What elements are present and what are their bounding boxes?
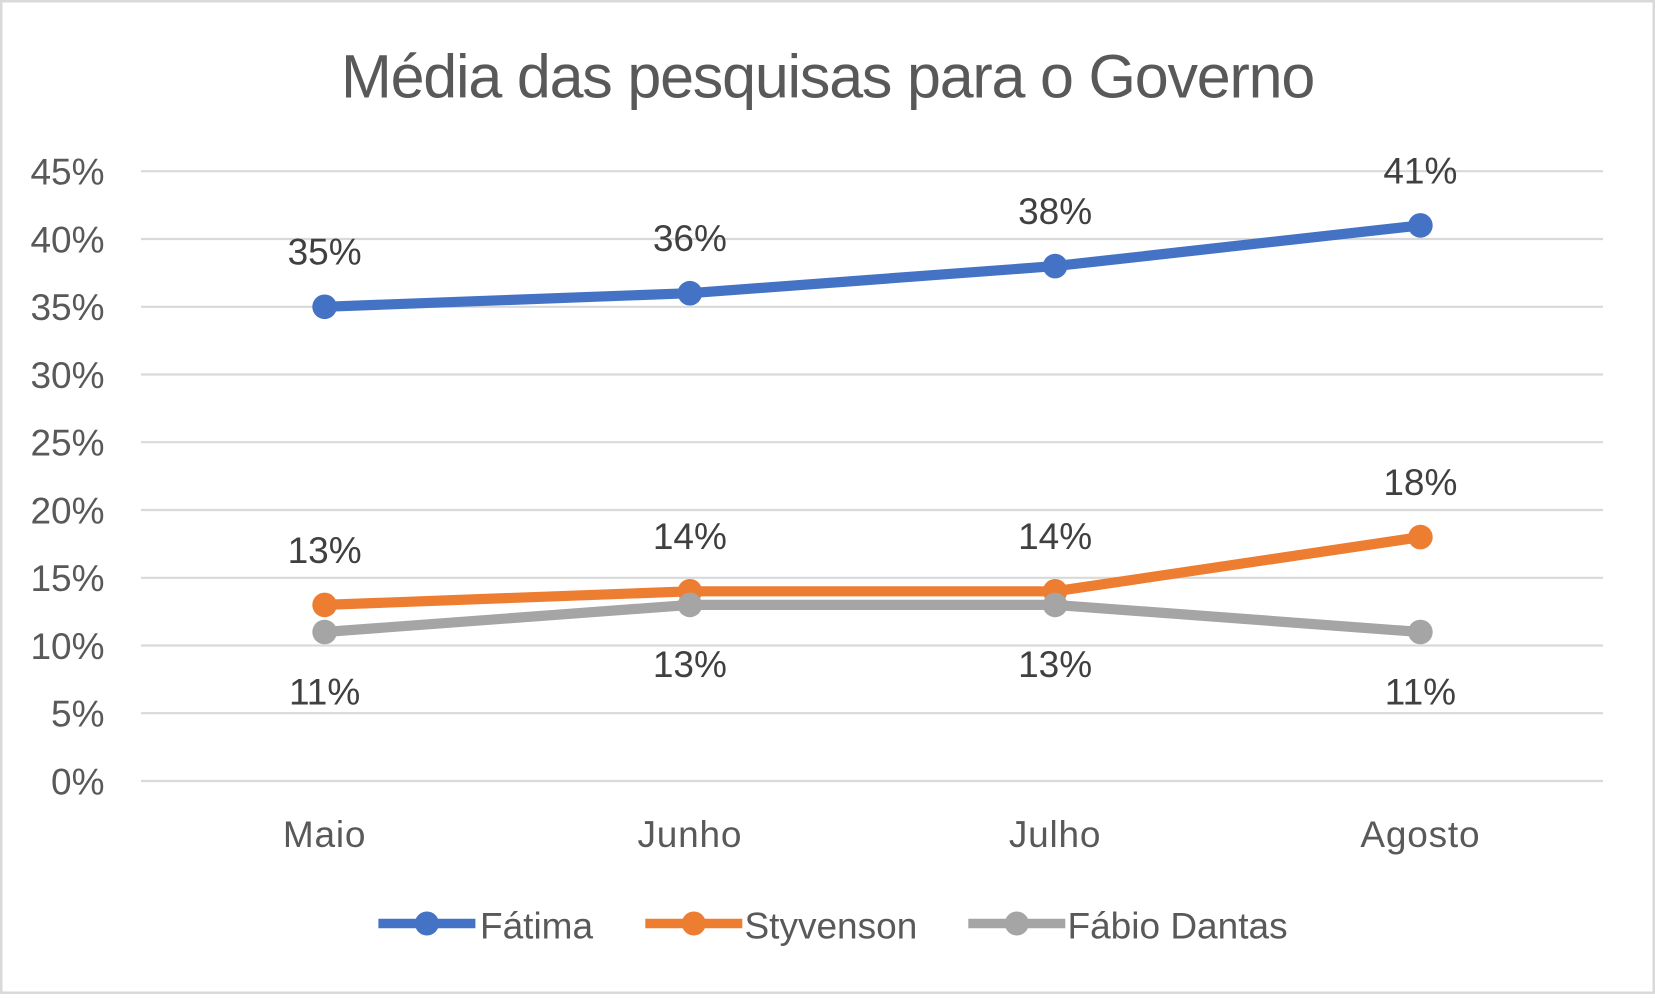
svg-text:40%: 40% bbox=[30, 219, 104, 260]
svg-text:Julho: Julho bbox=[1009, 814, 1101, 855]
svg-text:13%: 13% bbox=[288, 530, 362, 571]
svg-text:14%: 14% bbox=[1018, 516, 1092, 557]
svg-text:35%: 35% bbox=[288, 232, 362, 273]
svg-text:18%: 18% bbox=[1383, 462, 1457, 503]
svg-text:Styvenson: Styvenson bbox=[745, 906, 918, 947]
svg-text:Maio: Maio bbox=[283, 814, 366, 855]
svg-text:13%: 13% bbox=[653, 644, 727, 685]
svg-text:Média das pesquisas para o Gov: Média das pesquisas para o Governo bbox=[341, 42, 1314, 110]
svg-text:36%: 36% bbox=[653, 218, 727, 259]
svg-text:20%: 20% bbox=[30, 490, 104, 531]
svg-text:38%: 38% bbox=[1018, 191, 1092, 232]
svg-text:25%: 25% bbox=[30, 423, 104, 464]
svg-text:45%: 45% bbox=[30, 152, 104, 193]
svg-text:30%: 30% bbox=[30, 355, 104, 396]
svg-text:10%: 10% bbox=[30, 626, 104, 667]
svg-text:5%: 5% bbox=[51, 694, 104, 735]
svg-text:Junho: Junho bbox=[637, 814, 742, 855]
svg-text:13%: 13% bbox=[1018, 644, 1092, 685]
svg-text:Fábio Dantas: Fábio Dantas bbox=[1068, 906, 1288, 947]
svg-text:15%: 15% bbox=[30, 558, 104, 599]
svg-text:35%: 35% bbox=[30, 287, 104, 328]
svg-text:14%: 14% bbox=[653, 516, 727, 557]
svg-text:Fátima: Fátima bbox=[480, 906, 594, 947]
svg-text:Agosto: Agosto bbox=[1360, 814, 1480, 855]
svg-text:41%: 41% bbox=[1383, 150, 1457, 191]
svg-text:0%: 0% bbox=[51, 761, 104, 802]
svg-text:11%: 11% bbox=[1385, 671, 1456, 712]
svg-text:11%: 11% bbox=[289, 671, 360, 712]
